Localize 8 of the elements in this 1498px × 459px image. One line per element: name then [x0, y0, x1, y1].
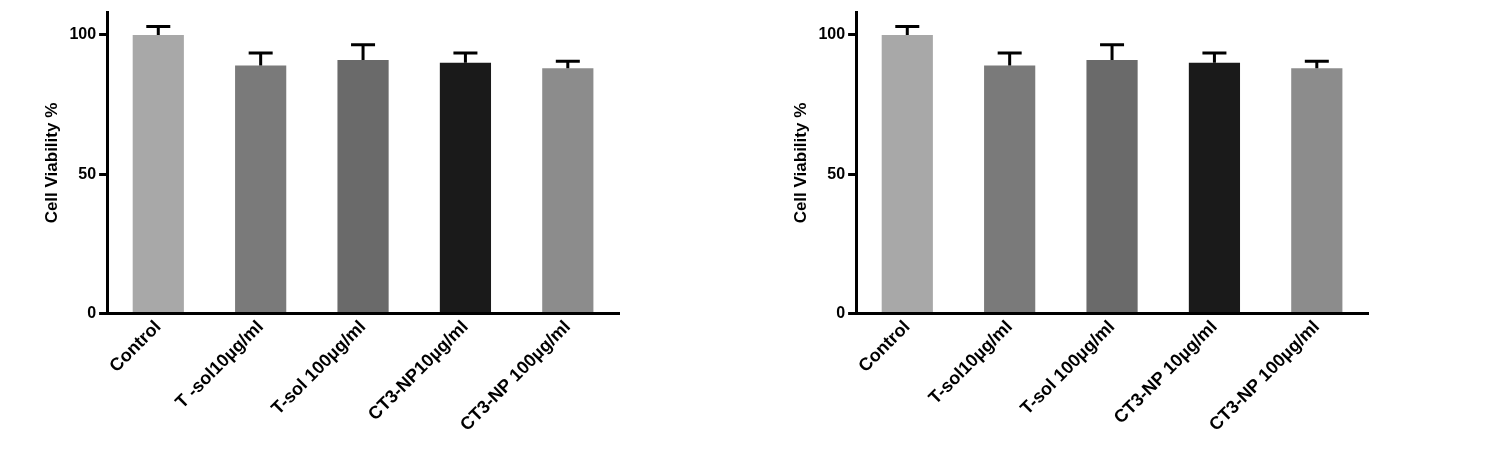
y-tick-label: 0	[87, 303, 97, 321]
y-tick-label: 50	[78, 164, 97, 182]
y-axis-title: Cell Viability %	[41, 102, 61, 224]
y-tick-label: 50	[827, 164, 846, 182]
y-tick-label: 100	[818, 25, 846, 43]
y-axis-title: Cell Viability %	[790, 102, 810, 224]
y-tick-label: 0	[836, 303, 846, 321]
y-tick-label: 100	[69, 25, 97, 43]
